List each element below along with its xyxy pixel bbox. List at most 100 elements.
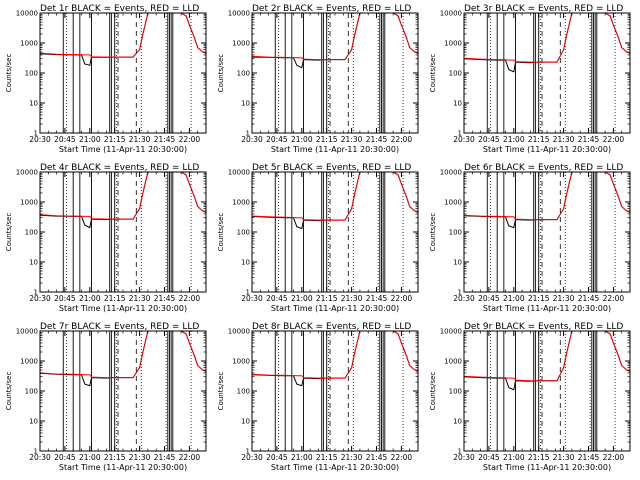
y-axis-label: Counts/sec [217, 213, 225, 252]
y-tick-label: 1000 [444, 40, 462, 48]
y-tick-label: 100 [237, 70, 250, 78]
x-tick-label: 21:15 [104, 453, 126, 462]
plot-frame [251, 171, 419, 293]
x-tick-label: 21:45 [154, 294, 176, 303]
plot-frame [39, 12, 207, 134]
x-tick-label: 22:00 [391, 453, 413, 462]
x-tick-label: 21:15 [316, 294, 338, 303]
x-tick-label: 21:00 [79, 294, 101, 303]
lld-series-line [251, 12, 419, 61]
y-tick-label: 10 [29, 418, 38, 426]
x-axis-label: Start Time (11-Apr-11 20:30:00) [59, 463, 187, 472]
x-tick-label: 21:45 [154, 135, 176, 144]
y-tick-label: 1 [246, 130, 250, 138]
panel-det-4: Det 4r BLACK = Events, RED = LLD Start Ti… [5, 163, 207, 313]
panel-det-6: Det 6r BLACK = Events, RED = LLD Start Ti… [429, 163, 631, 313]
lld-series-line [463, 12, 631, 63]
y-axis-label: Counts/sec [217, 54, 225, 93]
x-tick-label: 21:45 [366, 294, 388, 303]
x-tick-label: 21:15 [528, 453, 550, 462]
x-tick-label: 20:45 [478, 135, 500, 144]
panel-title: Det 2r BLACK = Events, RED = LLD [252, 4, 411, 14]
plot-frame [251, 12, 419, 134]
x-tick-label: 20:30 [241, 294, 263, 303]
y-axis-label: Counts/sec [217, 372, 225, 411]
y-tick-label: 1000 [232, 199, 250, 207]
x-tick-label: 21:15 [316, 453, 338, 462]
y-tick-label: 100 [449, 229, 462, 237]
panel-title: Det 9r BLACK = Events, RED = LLD [464, 322, 623, 332]
x-tick-label: 20:45 [54, 294, 76, 303]
lld-series-line [39, 171, 207, 220]
x-tick-label: 22:00 [391, 294, 413, 303]
y-tick-label: 1 [458, 289, 462, 297]
y-tick-label: 10 [29, 259, 38, 267]
panel-title: Det 7r BLACK = Events, RED = LLD [40, 322, 199, 332]
x-tick-label: 21:45 [578, 135, 600, 144]
y-tick-label: 1000 [232, 358, 250, 366]
x-axis-label: Start Time (11-Apr-11 20:30:00) [271, 145, 399, 154]
x-tick-label: 20:30 [29, 135, 51, 144]
panel-title: Det 8r BLACK = Events, RED = LLD [252, 322, 411, 332]
x-tick-label: 21:00 [291, 294, 313, 303]
y-tick-label: 10000 [16, 10, 38, 18]
x-tick-label: 21:30 [553, 294, 575, 303]
events-series-line [251, 330, 419, 387]
y-tick-label: 1000 [20, 358, 38, 366]
plot-frame [39, 330, 207, 452]
x-tick-label: 20:45 [266, 135, 288, 144]
x-tick-label: 22:00 [603, 294, 625, 303]
y-tick-label: 10000 [228, 169, 250, 177]
x-tick-label: 21:15 [528, 135, 550, 144]
y-tick-label: 100 [25, 388, 38, 396]
x-tick-label: 21:00 [291, 453, 313, 462]
x-tick-label: 21:45 [578, 294, 600, 303]
panel-det-3: Det 3r BLACK = Events, RED = LLD Start Ti… [429, 4, 631, 154]
x-tick-label: 21:30 [553, 453, 575, 462]
y-tick-label: 100 [449, 388, 462, 396]
y-tick-label: 1000 [20, 199, 38, 207]
y-tick-label: 1 [246, 448, 250, 456]
y-tick-label: 10000 [440, 10, 462, 18]
x-tick-label: 21:00 [503, 135, 525, 144]
x-tick-label: 21:00 [503, 453, 525, 462]
y-tick-label: 100 [237, 388, 250, 396]
x-tick-label: 20:30 [453, 135, 475, 144]
x-tick-label: 21:45 [366, 453, 388, 462]
x-tick-label: 21:00 [79, 453, 101, 462]
lld-series-line [39, 330, 207, 379]
y-axis-label: Counts/sec [429, 54, 437, 93]
x-tick-label: 20:30 [453, 453, 475, 462]
x-tick-label: 21:15 [316, 135, 338, 144]
x-tick-label: 21:15 [104, 294, 126, 303]
lld-series-line [251, 330, 419, 379]
panel-det-9: Det 9r BLACK = Events, RED = LLD Start Ti… [429, 322, 631, 472]
plot-frame [463, 330, 631, 452]
y-tick-label: 1 [34, 289, 38, 297]
panel-title: Det 6r BLACK = Events, RED = LLD [464, 163, 623, 173]
y-tick-label: 10 [29, 100, 38, 108]
x-tick-label: 21:45 [154, 453, 176, 462]
x-axis-label: Start Time (11-Apr-11 20:30:00) [59, 145, 187, 154]
x-tick-label: 21:00 [79, 135, 101, 144]
y-tick-label: 10000 [228, 10, 250, 18]
panel-det-8: Det 8r BLACK = Events, RED = LLD Start Ti… [217, 322, 419, 472]
y-axis-label: Counts/sec [5, 372, 13, 411]
x-axis-label: Start Time (11-Apr-11 20:30:00) [59, 304, 187, 313]
panel-title: Det 3r BLACK = Events, RED = LLD [464, 4, 623, 14]
x-tick-label: 21:00 [503, 294, 525, 303]
events-series-line [463, 12, 631, 73]
y-tick-label: 1000 [444, 358, 462, 366]
x-tick-label: 21:00 [291, 135, 313, 144]
x-tick-label: 21:45 [366, 135, 388, 144]
x-tick-label: 21:30 [341, 294, 363, 303]
panel-det-1: Det 1r BLACK = Events, RED = LLD Start Ti… [5, 4, 207, 154]
x-tick-label: 20:30 [453, 294, 475, 303]
x-tick-label: 21:30 [129, 453, 151, 462]
lld-series-line [251, 171, 419, 221]
y-tick-label: 10 [241, 418, 250, 426]
y-axis-label: Counts/sec [5, 213, 13, 252]
y-tick-label: 1000 [444, 199, 462, 207]
panel-det-7: Det 7r BLACK = Events, RED = LLD Start Ti… [5, 322, 207, 472]
plot-frame [251, 330, 419, 452]
